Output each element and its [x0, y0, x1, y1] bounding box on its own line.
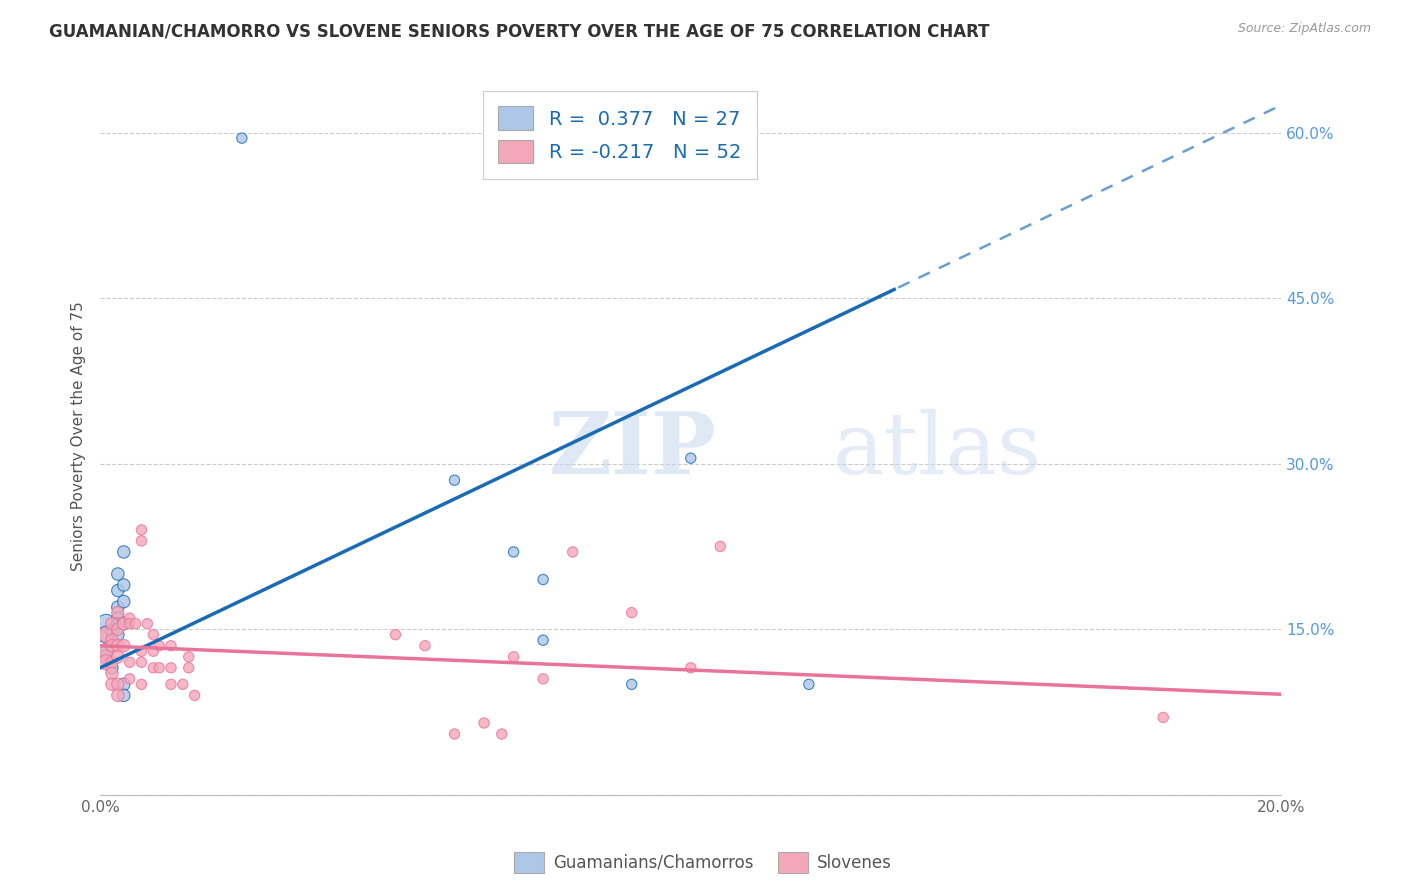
Text: GUAMANIAN/CHAMORRO VS SLOVENE SENIORS POVERTY OVER THE AGE OF 75 CORRELATION CHA: GUAMANIAN/CHAMORRO VS SLOVENE SENIORS PO…: [49, 22, 990, 40]
Point: [107, 639, 129, 653]
Text: atlas: atlas: [832, 409, 1042, 492]
Point: [107, 689, 129, 703]
Point: [124, 616, 146, 631]
Point: [118, 616, 141, 631]
Point: [107, 628, 129, 642]
Point: [94, 616, 117, 631]
Point: [94, 628, 117, 642]
Point: [112, 594, 135, 608]
Legend: R =  0.377   N = 27, R = -0.217   N = 52: R = 0.377 N = 27, R = -0.217 N = 52: [482, 91, 756, 179]
Point: [101, 639, 124, 653]
Point: [679, 451, 702, 466]
Point: [502, 649, 524, 664]
Point: [502, 545, 524, 559]
Point: [112, 689, 135, 703]
Point: [160, 677, 183, 691]
Point: [177, 661, 200, 675]
Point: [118, 611, 141, 625]
Point: [131, 533, 153, 548]
Point: [131, 523, 153, 537]
Point: [142, 644, 165, 658]
Point: [131, 644, 153, 658]
Text: ZIP: ZIP: [548, 409, 717, 492]
Point: [107, 649, 129, 664]
Point: [107, 611, 129, 625]
Point: [101, 677, 124, 691]
Point: [231, 131, 253, 145]
Point: [107, 616, 129, 631]
Point: [107, 583, 129, 598]
Y-axis label: Seniors Poverty Over the Age of 75: Seniors Poverty Over the Age of 75: [72, 301, 86, 571]
Point: [384, 628, 406, 642]
Text: Source: ZipAtlas.com: Source: ZipAtlas.com: [1237, 22, 1371, 36]
Point: [112, 639, 135, 653]
Point: [94, 644, 117, 658]
Point: [797, 677, 820, 691]
Point: [107, 677, 129, 691]
Point: [94, 655, 117, 669]
Point: [160, 661, 183, 675]
Point: [101, 633, 124, 648]
Point: [101, 624, 124, 639]
Point: [131, 677, 153, 691]
Point: [101, 666, 124, 681]
Point: [101, 655, 124, 669]
Point: [101, 639, 124, 653]
Point: [413, 639, 436, 653]
Point: [112, 545, 135, 559]
Point: [148, 661, 170, 675]
Point: [148, 639, 170, 653]
Point: [142, 628, 165, 642]
Point: [172, 677, 194, 691]
Point: [112, 616, 135, 631]
Point: [160, 639, 183, 653]
Point: [101, 661, 124, 675]
Point: [561, 545, 583, 559]
Point: [94, 649, 117, 664]
Point: [443, 727, 465, 741]
Point: [94, 644, 117, 658]
Point: [112, 616, 135, 631]
Point: [112, 578, 135, 592]
Point: [107, 622, 129, 636]
Point: [131, 655, 153, 669]
Point: [620, 606, 643, 620]
Point: [142, 661, 165, 675]
Point: [118, 655, 141, 669]
Point: [709, 540, 731, 554]
Point: [118, 672, 141, 686]
Point: [177, 649, 200, 664]
Point: [136, 616, 159, 631]
Point: [491, 727, 513, 741]
Legend: Guamanians/Chamorros, Slovenes: Guamanians/Chamorros, Slovenes: [508, 846, 898, 880]
Point: [107, 567, 129, 582]
Point: [1152, 710, 1174, 724]
Point: [112, 677, 135, 691]
Point: [443, 473, 465, 487]
Point: [101, 616, 124, 631]
Point: [531, 672, 554, 686]
Point: [183, 689, 205, 703]
Point: [94, 628, 117, 642]
Point: [679, 661, 702, 675]
Point: [107, 600, 129, 615]
Point: [472, 716, 495, 731]
Point: [531, 573, 554, 587]
Point: [107, 606, 129, 620]
Point: [531, 633, 554, 648]
Point: [620, 677, 643, 691]
